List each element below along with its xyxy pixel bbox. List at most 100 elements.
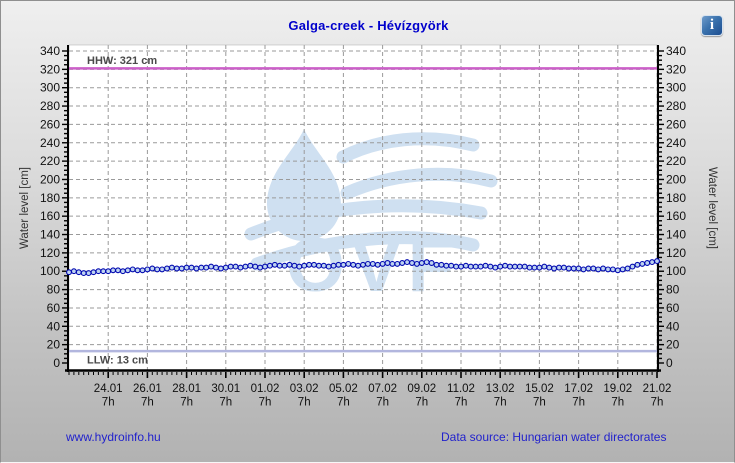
y-tick-label-left: 320 <box>40 62 60 76</box>
data-point <box>614 267 621 274</box>
data-point <box>100 268 107 275</box>
data-point <box>149 265 156 272</box>
data-point <box>198 264 205 271</box>
data-point <box>384 260 391 266</box>
y-tick-label-left: 340 <box>40 44 60 58</box>
data-point <box>173 265 180 272</box>
data-point <box>247 262 254 269</box>
data-point <box>222 264 229 271</box>
data-point <box>355 262 362 269</box>
data-point <box>570 265 577 272</box>
data-point <box>575 265 582 272</box>
y-tick-labels: 0 0 20 20 40 40 60 60 80 80 100 100 120 120 140 140 160 1… <box>40 44 686 370</box>
data-point <box>389 260 396 267</box>
y-tick-label-right: 260 <box>666 117 686 131</box>
y-tick-label-left: 220 <box>40 154 60 168</box>
data-point <box>526 264 533 271</box>
data-point <box>634 261 641 268</box>
data-point <box>394 260 401 267</box>
x-tick-date-label: 01.02 <box>251 383 280 395</box>
data-point <box>164 265 170 272</box>
data-point <box>590 265 597 272</box>
data-point <box>144 266 151 273</box>
x-tick-date-label: 09.02 <box>407 383 436 395</box>
data-point <box>129 266 136 273</box>
hydroinfo-link[interactable]: www.hydroinfo.hu <box>66 430 161 444</box>
x-tick-date-label: 24.01 <box>94 383 123 395</box>
wave-icon-4 <box>250 231 480 271</box>
y-tick-label-right: 80 <box>666 283 680 297</box>
x-tick-date-label: 03.02 <box>290 383 319 395</box>
info-icon-glyph: i <box>709 17 715 33</box>
y-tick-label-left: 160 <box>40 209 60 223</box>
data-point <box>413 260 420 267</box>
data-point <box>585 265 592 272</box>
data-point <box>536 264 543 271</box>
data-point <box>409 260 415 266</box>
data-point <box>119 268 126 275</box>
x-tick-date-label: 13.02 <box>486 383 515 395</box>
data-point <box>315 262 322 269</box>
data-point <box>448 262 455 269</box>
wave-icon-1 <box>336 132 480 164</box>
data-point <box>595 266 602 273</box>
y-tick-label-right: 160 <box>666 209 686 223</box>
data-point <box>605 266 611 273</box>
data-point <box>242 263 249 270</box>
data-point <box>232 263 239 270</box>
data-point <box>311 261 317 268</box>
data-point <box>462 262 469 269</box>
x-tick-date-label: 28.01 <box>172 383 201 395</box>
data-point <box>487 263 494 270</box>
x-tick-date-label: 11.02 <box>447 383 475 395</box>
data-point <box>404 259 411 266</box>
y-tick-label-left: 280 <box>40 99 60 113</box>
x-tick-date-label: 05.02 <box>329 383 358 395</box>
y-tick-label-left: 20 <box>47 338 61 352</box>
data-point <box>482 262 489 269</box>
data-point <box>301 262 308 269</box>
x-tick-hour-label: 7h <box>337 397 350 409</box>
data-point <box>433 261 440 268</box>
hhw-label: HHW: 321 cm <box>87 55 157 67</box>
data-source-link[interactable]: Data source: Hungarian water directorate… <box>441 430 667 444</box>
data-point <box>80 270 87 277</box>
x-tick-hour-label: 7h <box>651 397 664 409</box>
y-tick-label-left: 300 <box>40 81 60 95</box>
data-point <box>75 269 82 276</box>
info-icon[interactable]: i <box>701 15 723 36</box>
x-tick-date-label: 07.02 <box>368 383 397 395</box>
x-tick-hour-label: 7h <box>494 397 507 409</box>
data-point <box>66 269 72 276</box>
data-point <box>556 264 562 271</box>
data-point <box>193 265 200 272</box>
data-point <box>502 262 509 269</box>
data-point <box>139 267 146 274</box>
data-point <box>600 265 607 272</box>
data-point <box>90 269 97 276</box>
data-point <box>266 262 273 269</box>
y-tick-label-right: 220 <box>666 154 686 168</box>
x-tick-date-label: 30.01 <box>211 383 240 395</box>
gridlines <box>69 45 658 371</box>
data-point <box>443 262 450 269</box>
x-tick-hour-label: 7h <box>102 397 115 409</box>
data-point <box>472 263 479 270</box>
data-point <box>560 264 567 271</box>
data-point <box>360 261 366 268</box>
data-point <box>423 259 430 266</box>
data-point <box>453 263 460 270</box>
x-tick-hour-label: 7h <box>533 397 546 409</box>
y-tick-label-left: 60 <box>47 301 61 315</box>
data-point <box>178 265 185 272</box>
data-point <box>213 264 219 271</box>
y-tick-label-right: 0 <box>666 356 673 370</box>
y-tick-label-left: 100 <box>40 264 60 278</box>
x-tick-hour-label: 7h <box>259 397 272 409</box>
data-point <box>507 263 513 270</box>
y-tick-label-right: 40 <box>666 319 680 333</box>
y-tick-label-right: 300 <box>666 81 686 95</box>
data-point <box>497 263 504 270</box>
y-tick-label-right: 20 <box>666 338 680 352</box>
